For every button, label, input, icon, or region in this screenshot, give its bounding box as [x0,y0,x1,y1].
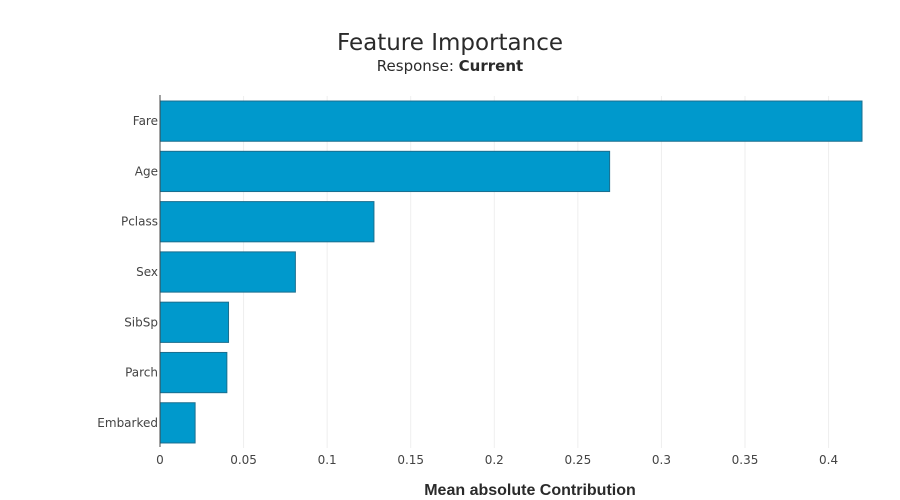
bar-age[interactable] [159,150,611,193]
x-tick-labels: 0 0.05 0.1 0.15 0.2 0.25 0.3 0.35 0.4 [156,453,838,467]
x-tick-label: 0.15 [397,453,424,467]
x-tick-label: 0.35 [732,453,759,467]
grid-lines [243,96,830,448]
subtitle-value: Current [459,57,524,75]
x-axis-label: Mean absolute Contribution [424,482,636,499]
x-tick-label: 0.4 [819,453,838,467]
y-tick-label-fare: Fare [133,114,158,128]
bars [159,100,863,444]
y-tick-labels: Fare Age Pclass Sex SibSp Parch Embarked [97,114,158,430]
y-tick-label-sibsp: SibSp [124,315,158,329]
bar-fare[interactable] [159,100,863,142]
y-tick-label-age: Age [135,164,158,178]
x-tick-label: 0.3 [652,453,671,467]
y-tick-label-pclass: Pclass [121,215,158,229]
bar-sibsp[interactable] [159,301,230,343]
chart-subtitle: Response: Current [377,57,523,75]
bar-sex[interactable] [159,251,296,293]
subtitle-prefix: Response: [377,57,459,75]
x-tick-label: 0.05 [230,453,257,467]
x-tick-label: 0.1 [318,453,337,467]
x-tick-label: 0.25 [564,453,591,467]
y-tick-label-embarked: Embarked [97,416,158,430]
y-tick-label-sex: Sex [136,265,158,279]
bar-pclass[interactable] [159,201,375,243]
chart-title: Feature Importance [337,30,563,56]
y-tick-label-parch: Parch [125,366,158,380]
bar-parch[interactable] [159,351,228,394]
x-tick-label: 0.2 [485,453,504,467]
bar-embarked[interactable] [159,402,196,444]
x-tick-label: 0 [156,453,164,467]
